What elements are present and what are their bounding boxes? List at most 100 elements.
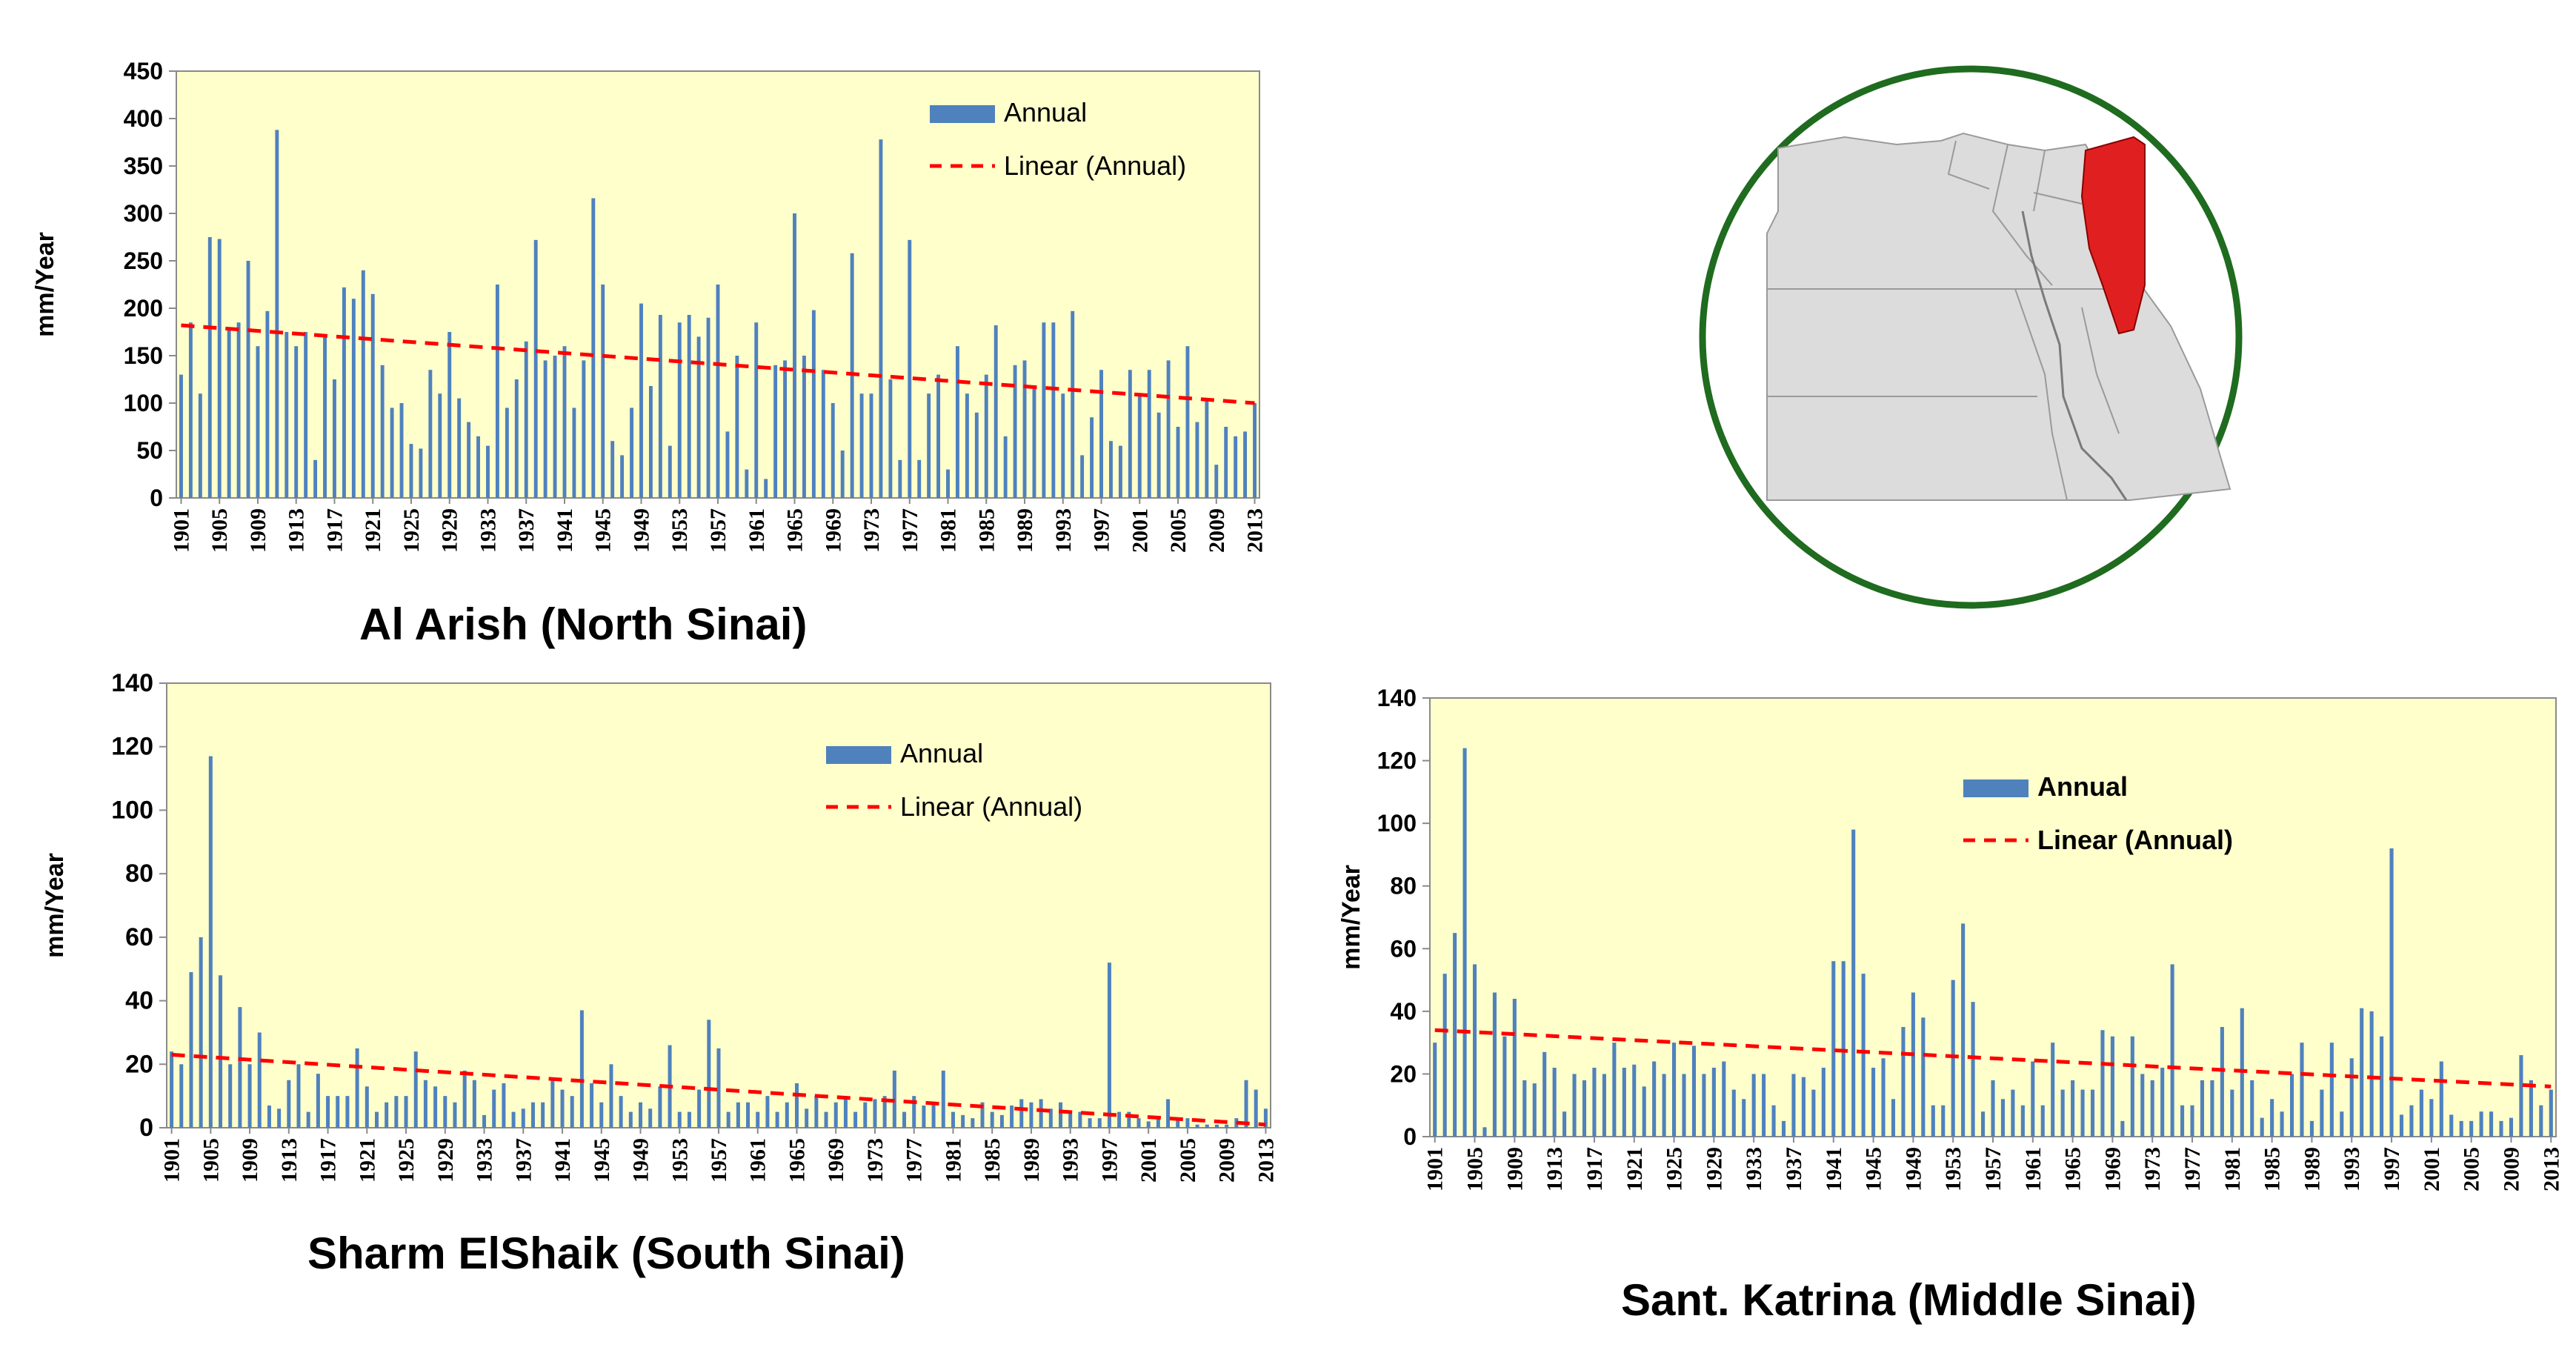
bar bbox=[648, 385, 653, 498]
bar bbox=[833, 1102, 838, 1128]
bar bbox=[1731, 1089, 1736, 1137]
bar bbox=[1662, 1074, 1666, 1137]
x-tick-label: 1941 bbox=[550, 1138, 575, 1183]
bar bbox=[533, 239, 538, 498]
bar bbox=[505, 408, 509, 498]
bar bbox=[438, 393, 442, 498]
y-tick-label: 100 bbox=[1377, 810, 1417, 837]
y-tick-label: 300 bbox=[124, 200, 163, 227]
x-tick-label: 1945 bbox=[591, 508, 616, 553]
bar bbox=[668, 445, 672, 498]
bar bbox=[794, 1083, 799, 1128]
bar bbox=[277, 1108, 282, 1128]
x-tick-label: 2001 bbox=[2420, 1147, 2444, 1191]
bar bbox=[467, 422, 471, 498]
bar bbox=[1632, 1064, 1637, 1137]
bar bbox=[2170, 964, 2174, 1137]
bar bbox=[1136, 1118, 1141, 1128]
x-tick-label: 1913 bbox=[277, 1138, 302, 1183]
bar bbox=[2040, 1105, 2045, 1137]
bar bbox=[658, 314, 662, 498]
bar bbox=[999, 1114, 1004, 1128]
bar bbox=[922, 1106, 926, 1128]
bar bbox=[2270, 1099, 2274, 1137]
bar bbox=[1225, 1124, 1229, 1128]
bar bbox=[447, 332, 452, 498]
bar bbox=[1951, 980, 1955, 1137]
bar bbox=[716, 285, 720, 498]
bar bbox=[256, 346, 260, 498]
bar bbox=[859, 393, 864, 498]
chart-svg-sharm-elshaik: 0 20 40 60 80 100 120 140 mm/Year 1901 1905 1909 191… bbox=[41, 669, 1278, 1183]
bar bbox=[361, 270, 365, 498]
bar bbox=[599, 1102, 604, 1128]
bar bbox=[2160, 1067, 2165, 1137]
bar bbox=[355, 1048, 359, 1128]
bar bbox=[965, 393, 969, 498]
x-tick-label: 1921 bbox=[1623, 1147, 1647, 1191]
bar bbox=[2519, 1055, 2523, 1137]
bar bbox=[399, 403, 404, 498]
bar bbox=[785, 1102, 789, 1128]
x-tick-label: 1957 bbox=[707, 1138, 731, 1183]
bar bbox=[2230, 1089, 2234, 1137]
x-tick-label: 1937 bbox=[511, 1138, 536, 1183]
bar bbox=[296, 1064, 301, 1128]
legend-label-annual: Annual bbox=[1004, 97, 1087, 127]
chart-al-arish: 0 50 100 150 200 250 300 350 400 450 mm/Year 1901 19… bbox=[0, 44, 1304, 593]
y-tick-label: 80 bbox=[125, 860, 153, 888]
bar bbox=[2300, 1043, 2304, 1137]
bar bbox=[2499, 1120, 2503, 1137]
x-tick-label: 1997 bbox=[1097, 1138, 1122, 1183]
bar bbox=[2220, 1027, 2224, 1137]
x-tick-label: 1921 bbox=[355, 1138, 379, 1183]
bar bbox=[2509, 1117, 2514, 1137]
bar bbox=[1068, 1111, 1073, 1128]
chart-sant-katrina: 0 20 40 60 80 100 120 140 mm/Year 1901 1905 1909 191… bbox=[1297, 674, 2571, 1245]
bar bbox=[1921, 1017, 1926, 1137]
bar bbox=[805, 1108, 809, 1128]
x-tick-label: 2005 bbox=[2460, 1147, 2484, 1191]
bar bbox=[2200, 1080, 2205, 1137]
x-tick-label: 1953 bbox=[1941, 1147, 1966, 1191]
bar bbox=[1482, 1127, 1487, 1137]
bar bbox=[1088, 1118, 1092, 1128]
governorate-borders bbox=[1767, 140, 2134, 501]
bar bbox=[1691, 1046, 1697, 1137]
bar bbox=[1166, 360, 1171, 498]
x-tick-label: 2013 bbox=[2539, 1147, 2563, 1191]
bar bbox=[1243, 431, 1248, 498]
x-tick-label: 1965 bbox=[785, 1138, 809, 1183]
x-tick-label: 1965 bbox=[2061, 1147, 2086, 1191]
bar bbox=[287, 1080, 291, 1128]
bar bbox=[1991, 1080, 1995, 1137]
bar bbox=[882, 1096, 887, 1128]
bar bbox=[619, 1096, 623, 1128]
bar bbox=[502, 1083, 506, 1128]
bar bbox=[863, 1102, 868, 1128]
bar bbox=[1572, 1074, 1577, 1137]
bar bbox=[2380, 1036, 2384, 1137]
bar bbox=[1090, 417, 1094, 498]
bar bbox=[1013, 365, 1017, 498]
bar bbox=[1592, 1067, 1597, 1137]
bar bbox=[492, 1089, 496, 1128]
bar bbox=[179, 1064, 184, 1128]
bar bbox=[1781, 1120, 1786, 1137]
bar bbox=[1205, 398, 1209, 498]
bar bbox=[428, 370, 433, 498]
bar bbox=[843, 1096, 848, 1128]
bar bbox=[773, 365, 778, 498]
x-tick-label: 1909 bbox=[1502, 1147, 1527, 1191]
bar bbox=[524, 341, 528, 498]
bar bbox=[687, 314, 691, 498]
bar bbox=[1185, 346, 1190, 498]
bar bbox=[336, 1096, 340, 1128]
bar bbox=[2309, 1120, 2314, 1137]
bar bbox=[2100, 1030, 2105, 1137]
bar bbox=[443, 1096, 447, 1128]
bar bbox=[1195, 1124, 1199, 1128]
y-tick-label: 60 bbox=[125, 923, 153, 951]
x-tick-label: 1973 bbox=[2140, 1147, 2165, 1191]
bar bbox=[2329, 1043, 2334, 1137]
